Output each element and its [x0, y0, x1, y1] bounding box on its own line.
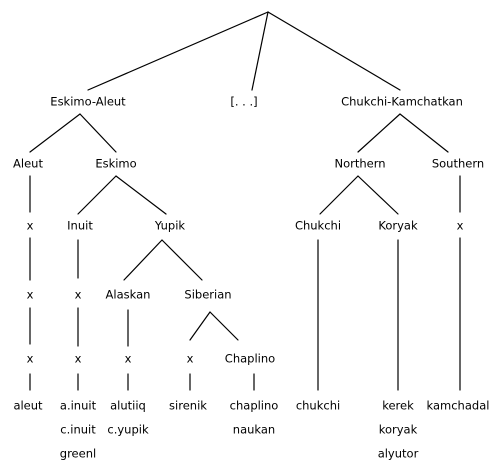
node-siberian-x: x — [187, 352, 194, 366]
edge-root-chukchi-kamchatkan — [267, 11, 401, 91]
node-aleut-x-3: x — [27, 352, 34, 366]
node-aleut: Aleut — [13, 157, 43, 171]
leaf-alyutor: alyutor — [378, 447, 419, 461]
leaf-chukchi: chukchi — [296, 399, 340, 413]
tree-edges — [29, 11, 461, 391]
edge-eskimo-aleut-aleut — [29, 113, 81, 153]
edge-root-eskimo-aleut — [87, 11, 269, 91]
node-inuit-x-2: x — [75, 352, 82, 366]
node-inuit: Inuit — [67, 219, 93, 233]
node-eskimo: Eskimo — [95, 157, 136, 171]
edge-eskimo-inuit — [77, 175, 117, 215]
node-aleut-x-1: x — [27, 219, 34, 233]
leaf-a-inuit: a.inuit — [60, 399, 97, 413]
node-koryak: Koryak — [378, 219, 418, 233]
edge-yupik-siberian — [161, 239, 203, 281]
leaf-koryak: koryak — [379, 423, 418, 437]
node-chaplino: Chaplino — [225, 352, 275, 366]
leaf-alutiiq: alutiiq — [110, 399, 146, 413]
edge-siberian-chaplino — [209, 311, 239, 341]
edge-eskimo-aleut-eskimo — [79, 113, 117, 153]
leaf-chaplino: chaplino — [230, 399, 279, 413]
node-chukchi: Chukchi — [295, 219, 341, 233]
edge-root-ellipsis — [251, 11, 269, 91]
node-eskimo-aleut: Eskimo-Aleut — [50, 95, 126, 109]
tree-leaves: aleut a.inuit c.inuit greenl alutiiq c.y… — [13, 399, 489, 461]
tree-labels: Eskimo-Aleut [. . .] Chukchi-Kamchatkan … — [13, 95, 484, 366]
leaf-c-yupik: c.yupik — [107, 423, 149, 437]
node-inuit-x-1: x — [75, 288, 82, 302]
leaf-kerek: kerek — [382, 399, 414, 413]
edge-eskimo-yupik — [115, 175, 167, 215]
edge-siberian-x — [189, 311, 211, 341]
leaf-sirenik: sirenik — [169, 399, 207, 413]
node-alaskan: Alaskan — [106, 288, 151, 302]
leaf-greenl: greenl — [60, 447, 96, 461]
edge-yupik-alaskan — [123, 239, 163, 281]
node-southern-x: x — [457, 219, 464, 233]
node-siberian: Siberian — [184, 288, 231, 302]
node-southern: Southern — [432, 157, 484, 171]
node-aleut-x-2: x — [27, 288, 34, 302]
edge-ck-northern — [357, 113, 401, 153]
edge-ck-southern — [399, 113, 449, 153]
node-yupik: Yupik — [154, 219, 185, 233]
node-northern: Northern — [334, 157, 385, 171]
leaf-aleut: aleut — [13, 399, 43, 413]
leaf-kamchadal: kamchadal — [427, 399, 490, 413]
leaf-naukan: naukan — [233, 423, 275, 437]
node-ellipsis: [. . .] — [230, 95, 257, 109]
edge-northern-koryak — [357, 175, 399, 215]
edge-northern-chukchi — [319, 175, 359, 215]
node-alaskan-x: x — [125, 352, 132, 366]
leaf-c-inuit: c.inuit — [60, 423, 96, 437]
node-chukchi-kamchatkan: Chukchi-Kamchatkan — [341, 95, 463, 109]
